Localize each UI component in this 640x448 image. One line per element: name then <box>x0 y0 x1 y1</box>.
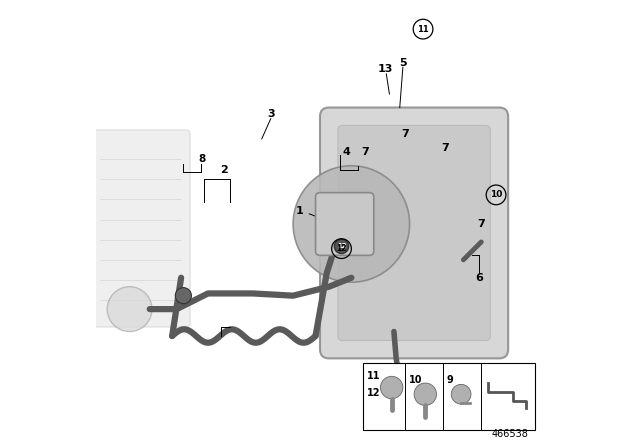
Text: 6: 6 <box>475 273 483 283</box>
Circle shape <box>293 166 410 282</box>
Text: 9: 9 <box>446 375 453 385</box>
Circle shape <box>334 239 349 254</box>
Text: 3: 3 <box>267 109 275 119</box>
Circle shape <box>108 287 152 332</box>
Text: 7: 7 <box>477 219 485 229</box>
Text: 12: 12 <box>336 244 347 253</box>
Text: 12: 12 <box>367 388 381 398</box>
Text: 12: 12 <box>337 243 346 250</box>
Text: 1: 1 <box>296 206 304 215</box>
Text: 10: 10 <box>490 190 502 199</box>
Text: 11: 11 <box>417 25 429 34</box>
Bar <box>362 363 535 430</box>
Text: 7: 7 <box>401 129 409 139</box>
FancyBboxPatch shape <box>92 130 190 327</box>
FancyBboxPatch shape <box>320 108 508 358</box>
Text: 4: 4 <box>343 147 351 157</box>
Text: 8: 8 <box>198 154 206 164</box>
Text: 13: 13 <box>377 65 393 74</box>
Text: 7: 7 <box>361 147 369 157</box>
FancyBboxPatch shape <box>316 193 374 255</box>
Text: 10: 10 <box>409 375 422 385</box>
Text: 466538: 466538 <box>492 429 529 439</box>
Circle shape <box>414 383 436 405</box>
Circle shape <box>175 288 191 304</box>
Circle shape <box>451 384 471 404</box>
Text: 11: 11 <box>367 370 381 380</box>
Circle shape <box>380 376 403 399</box>
Text: 5: 5 <box>399 58 406 68</box>
FancyBboxPatch shape <box>338 125 490 340</box>
Text: 2: 2 <box>220 165 228 175</box>
Text: 7: 7 <box>442 143 449 153</box>
